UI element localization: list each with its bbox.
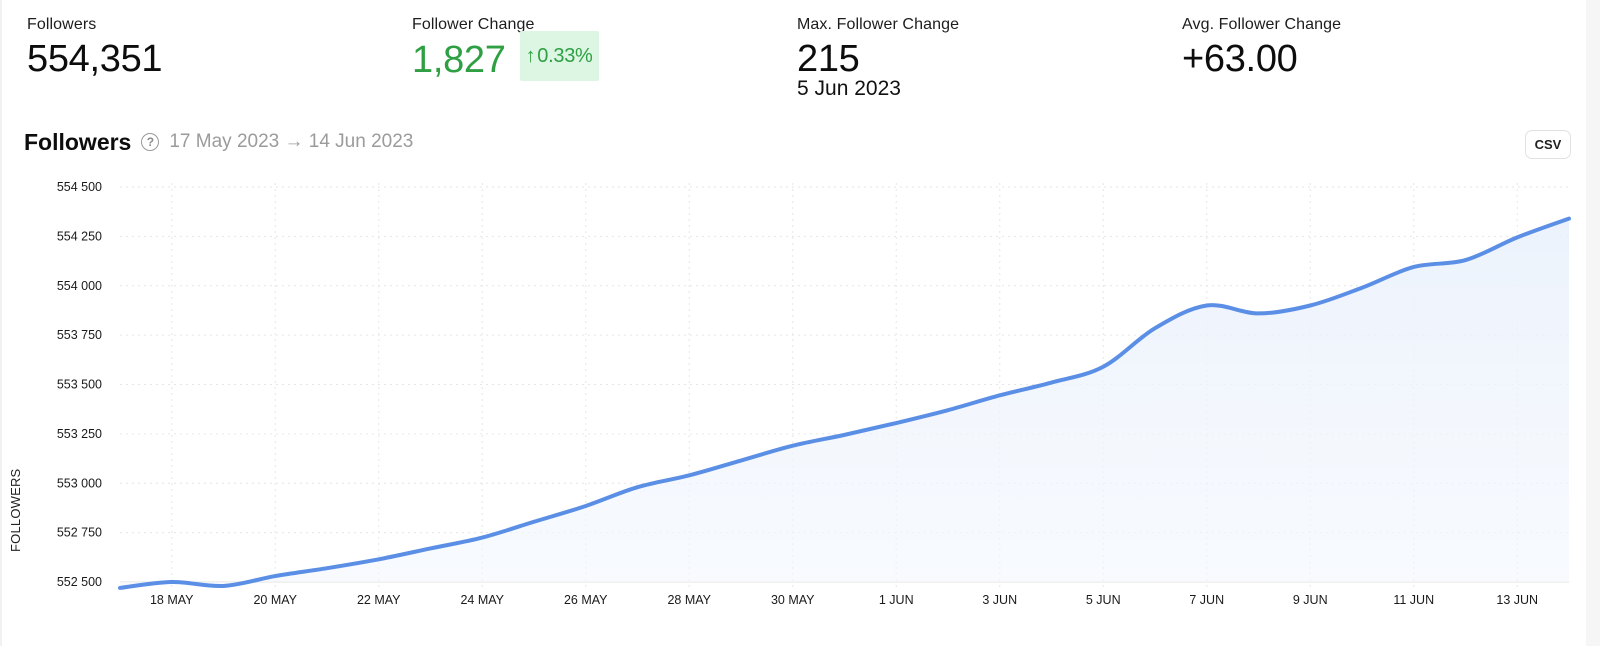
- stat-label: Followers: [27, 16, 97, 33]
- stat-value: 1,827: [412, 39, 506, 82]
- y-tick-label: 552 750: [57, 526, 102, 540]
- date-range: 17 May 2023 → 14 Jun 2023: [169, 131, 414, 152]
- chart-title: Followers: [24, 128, 132, 155]
- y-tick-label: 553 000: [57, 476, 102, 490]
- change-percent: 0.33%: [537, 45, 593, 67]
- stat-avg-follower-change: Avg. Follower Change +63.00: [1182, 16, 1341, 81]
- x-tick-label: 22 MAY: [357, 593, 401, 607]
- stats-row: Followers 554,351 Follower Change 1,827 ↑…: [27, 16, 1600, 106]
- y-tick-label: 552 500: [57, 575, 102, 589]
- x-tick-label: 26 MAY: [564, 593, 608, 607]
- area-fill: [120, 218, 1569, 588]
- x-tick-label: 7 JUN: [1189, 593, 1224, 607]
- y-tick-label: 553 750: [57, 328, 102, 342]
- stat-label: Follower Change: [412, 16, 535, 33]
- stat-max-follower-change: Max. Follower Change 215 5 Jun 2023: [797, 16, 959, 101]
- stat-sub-date: 5 Jun 2023: [797, 77, 901, 100]
- y-axis-label: FOLLOWERS: [8, 468, 23, 552]
- stat-value: 215: [797, 38, 860, 80]
- stat-label: Avg. Follower Change: [1182, 16, 1342, 33]
- x-tick-label: 13 JUN: [1496, 593, 1538, 607]
- y-tick-label: 553 500: [57, 378, 102, 392]
- change-badge: ↑ 0.33%: [519, 31, 599, 81]
- followers-line[interactable]: [118, 216, 1571, 590]
- stat-value: 554,351: [27, 38, 163, 80]
- y-tick-label: 553 250: [57, 427, 102, 441]
- arrow-up-icon: ↑: [525, 45, 536, 67]
- stat-followers: Followers 554,351: [27, 16, 163, 81]
- y-tick-label: 554 500: [57, 180, 102, 194]
- stat-value: +63.00: [1182, 38, 1298, 80]
- x-tick-label: 3 JUN: [982, 593, 1017, 607]
- stat-value-row: 1,827 ↑ 0.33%: [412, 31, 599, 87]
- x-tick-label: 20 MAY: [253, 593, 297, 607]
- stat-label: Max. Follower Change: [797, 16, 960, 33]
- y-tick-label: 554 000: [57, 279, 102, 293]
- x-tick-label: 11 JUN: [1393, 593, 1434, 607]
- x-tick-label: 24 MAY: [460, 593, 504, 607]
- x-tick-label: 18 MAY: [150, 593, 194, 607]
- x-tick-label: 30 MAY: [771, 593, 815, 607]
- x-tick-label: 5 JUN: [1086, 593, 1121, 607]
- csv-export-button[interactable]: CSV: [1525, 130, 1571, 159]
- chart-canvas: 552 500 552 750 553 000 553 250 553 500 553 7…: [57, 180, 1571, 607]
- question-circle-icon[interactable]: ?: [141, 133, 160, 151]
- x-tick-label: 1 JUN: [879, 593, 914, 607]
- x-tick-label: 28 MAY: [667, 593, 711, 607]
- stat-follower-change: Follower Change 1,827 ↑ 0.33%: [412, 16, 599, 87]
- y-tick-label: 554 250: [57, 229, 102, 243]
- followers-chart: FOLLOWERS 552 500 552 750 553 000 553 250 55…: [0, 170, 1600, 630]
- chart-header: Followers ? 17 May 2023 → 14 Jun 2023: [24, 126, 413, 158]
- x-tick-label: 9 JUN: [1293, 593, 1328, 607]
